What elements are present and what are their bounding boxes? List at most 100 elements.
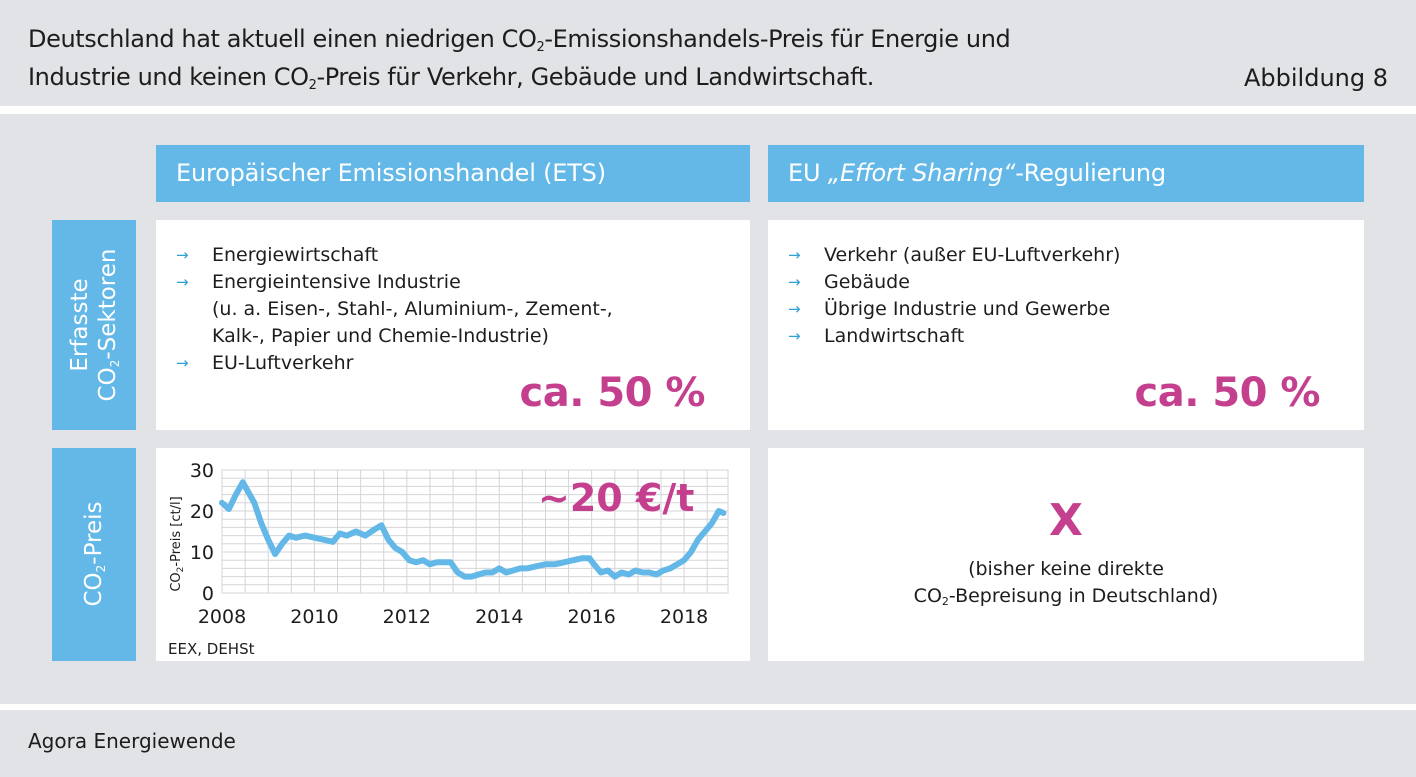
column-header-ets: Europäischer Emissionshandel (ETS) (156, 145, 750, 202)
data-point (311, 535, 317, 541)
data-point (716, 508, 722, 514)
data-point (219, 500, 225, 506)
data-point (448, 559, 454, 565)
x-tick-label: 2014 (475, 606, 523, 628)
esr-sectors-panel: → Verkehr (außer EU-Luftverkehr) → Gebäude… (768, 220, 1364, 430)
column-header-effort-sharing: EU „Effort Sharing“-Regulierung (768, 145, 1364, 202)
data-point (258, 520, 264, 526)
data-point (279, 541, 285, 547)
data-point (302, 533, 308, 539)
footer-source: Agora Energiewende (28, 729, 236, 753)
data-point (293, 535, 299, 541)
data-point (330, 539, 336, 545)
arrow-right-icon: → (788, 246, 801, 264)
data-point (688, 549, 694, 555)
data-point (503, 570, 509, 575)
y-tick-label: 20 (190, 501, 214, 523)
data-point (542, 561, 548, 567)
list-item: → Übrige Industrie und Gewerbe (788, 296, 1120, 323)
list-item: → Landwirtschaft (788, 323, 1120, 350)
list-item: → Verkehr (außer EU-Luftverkehr) (788, 242, 1120, 269)
figure-header: Deutschland hat aktuell einen niedrigen … (0, 0, 1416, 106)
data-point (633, 567, 639, 573)
data-point (561, 559, 567, 565)
data-point (265, 537, 271, 543)
data-point (681, 557, 687, 563)
figure-title: Deutschland hat aktuell einen niedrigen … (28, 20, 1011, 96)
esr-sector-list: → Verkehr (außer EU-Luftverkehr) → Gebäude… (788, 242, 1120, 350)
ets-sectors-panel: → Energiewirtschaft → Energieintensive Ind… (156, 220, 750, 430)
x-tick-label: 2018 (660, 606, 708, 628)
data-point (709, 520, 715, 526)
data-point (598, 570, 604, 575)
y-tick-label: 0 (202, 583, 214, 605)
x-tick-labels: 2008 2010 2012 2014 2016 2018 (198, 606, 708, 628)
chart-source: EEX, DEHSt (168, 640, 255, 658)
row-header-price-label: CO2-Preis (81, 501, 108, 607)
data-point (524, 565, 530, 571)
data-point (344, 533, 350, 539)
list-item: → Energiewirtschaft (176, 242, 613, 269)
data-point (496, 565, 502, 571)
list-item: → Energieintensive Industrie (u. a. Eisen-… (176, 271, 613, 347)
y-axis-label: CO2-Preis [ct/l] (169, 496, 186, 591)
row-header-price: CO2-Preis (52, 448, 136, 661)
data-point (244, 488, 250, 493)
data-point (240, 479, 246, 485)
esr-share: ca. 50 % (1134, 370, 1321, 416)
data-point (462, 574, 468, 580)
data-point (489, 570, 495, 575)
esr-price-panel: X (bisher keine direkte CO2-Bepreisung i… (768, 448, 1364, 661)
row-header-sectors: Erfasste CO2-Sektoren (52, 220, 136, 430)
data-point (619, 570, 625, 575)
data-point (406, 557, 412, 563)
data-point (626, 572, 632, 578)
chart-annotation: ~20 €/t (538, 476, 694, 520)
ets-sector-list: → Energiewirtschaft → Energieintensive Ind… (176, 242, 613, 377)
data-point (251, 500, 257, 506)
data-point (482, 570, 488, 575)
arrow-right-icon: → (176, 273, 189, 291)
y-tick-label: 10 (190, 542, 214, 564)
no-price-note: (bisher keine direkte CO2-Bepreisung in … (913, 558, 1219, 608)
data-point (510, 567, 516, 573)
data-point (362, 533, 368, 539)
data-point (579, 555, 585, 561)
ets-price-panel: 0 10 20 30 2008 2010 2012 2014 2016 2018 CO2-Pre… (156, 448, 750, 661)
data-point (455, 570, 461, 575)
data-point (353, 529, 359, 534)
arrow-right-icon: → (788, 300, 801, 318)
data-point (552, 561, 558, 567)
data-point (646, 570, 652, 575)
list-item: → EU-Luftverkehr (176, 350, 613, 377)
series-points (219, 479, 726, 580)
series-line (219, 479, 727, 580)
no-price-mark: X (1049, 495, 1083, 546)
data-point (469, 574, 475, 580)
title-line-1: Deutschland hat aktuell einen niedrigen … (28, 25, 1011, 55)
data-point (605, 567, 611, 573)
divider-top (0, 106, 1416, 114)
data-point (420, 557, 426, 563)
data-point (441, 559, 447, 565)
data-point (392, 545, 398, 551)
data-point (427, 561, 433, 567)
data-point (517, 565, 523, 571)
data-point (399, 549, 405, 555)
x-tick-label: 2010 (290, 606, 338, 628)
data-point (226, 506, 232, 512)
data-point (702, 529, 708, 534)
data-point (413, 559, 419, 565)
data-point (612, 574, 618, 580)
data-point (233, 492, 239, 498)
data-point (660, 567, 666, 573)
data-point (286, 533, 292, 539)
title-line-2: Industrie und keinen CO2-Preis für Verke… (28, 63, 875, 93)
data-point (667, 565, 673, 571)
y-tick-labels: 0 10 20 30 (190, 460, 214, 605)
figure-number: Abbildung 8 (1243, 64, 1388, 92)
x-tick-label: 2016 (568, 606, 616, 628)
arrow-right-icon: → (788, 327, 801, 345)
data-point (653, 572, 659, 578)
data-point (720, 510, 726, 516)
